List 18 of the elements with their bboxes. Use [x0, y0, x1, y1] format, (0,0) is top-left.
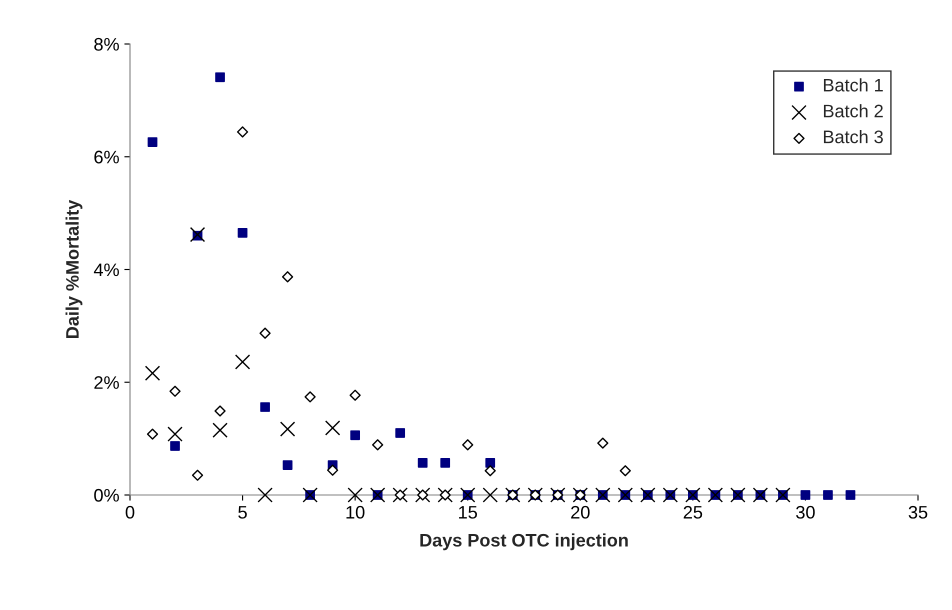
y-tick-label: 6%	[94, 150, 119, 164]
y-tick-label: 4%	[94, 264, 119, 276]
x-tick-label: 0	[126, 506, 134, 519]
x-tick-label: 30	[796, 506, 815, 519]
x-tick-label: 15	[459, 506, 477, 519]
y-tick-label: 8%	[94, 38, 119, 51]
legend-label: Batch 3	[824, 130, 883, 144]
y-axis-title: Daily %Mortality	[66, 200, 82, 338]
x-tick-label: 25	[684, 506, 702, 519]
legend-label: Batch 2	[824, 104, 883, 118]
x-tick-label: 35	[908, 506, 928, 519]
x-tick-label: 10	[346, 506, 364, 519]
y-tick-label: 2%	[94, 376, 119, 389]
y-tick-label: 0%	[94, 488, 119, 502]
x-axis-title: Days Post OTC injection	[420, 533, 628, 550]
x-tick-label: 5	[238, 506, 247, 519]
x-tick-label: 20	[571, 506, 590, 519]
legend-label: Batch 1	[824, 78, 883, 92]
